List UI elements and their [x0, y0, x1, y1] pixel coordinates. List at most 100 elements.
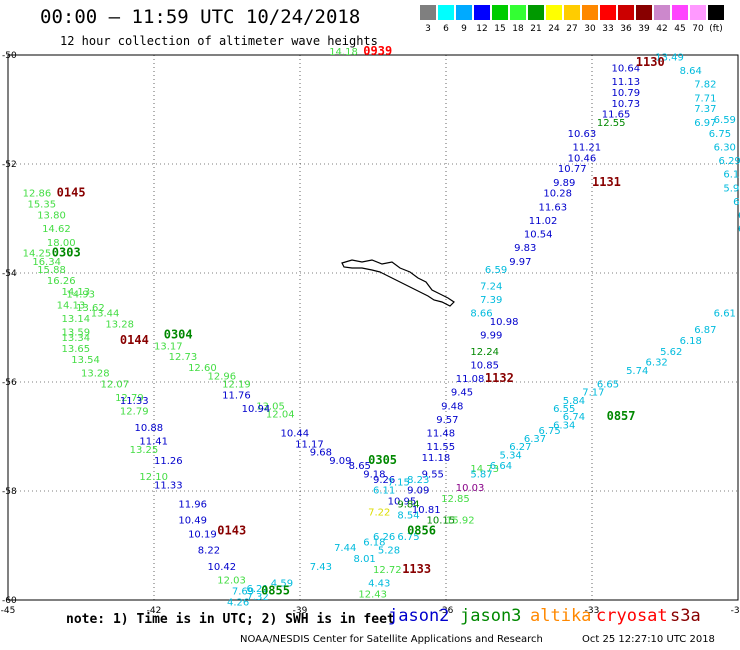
colorbar-label: 36: [620, 24, 632, 34]
credit-line: NOAA/NESDIS Center for Satellite Applica…: [240, 634, 543, 645]
wave-height-label: 12.43: [358, 589, 387, 600]
colorbar-swatch: [690, 5, 706, 20]
wave-height-label: 6.26: [373, 532, 395, 543]
map-frame: [7, 54, 739, 601]
wave-height-label: 13.34: [62, 333, 91, 344]
wave-height-label: 6.61: [714, 309, 736, 320]
wave-height-label: 10.46: [568, 153, 597, 164]
wave-height-label: 9.57: [436, 415, 458, 426]
wave-height-label: 10.49: [178, 516, 207, 527]
wave-height-label: 13.59: [62, 328, 91, 339]
wave-height-label: 12.24: [470, 347, 499, 358]
wave-height-label: 14.13: [57, 300, 86, 311]
wave-height-label: 13.44: [91, 309, 120, 320]
wave-height-label: 5.28: [378, 546, 400, 557]
longitude-tick-label: -39: [293, 606, 308, 616]
wave-height-label: 9.09: [407, 486, 429, 497]
wave-height-label: 8.54: [397, 510, 419, 521]
colorbar-label: 45: [674, 24, 686, 34]
wave-height-label: 6.59: [714, 115, 736, 126]
wave-height-label: 6.75: [397, 532, 419, 543]
wave-height-label: 6.97: [694, 118, 716, 129]
wave-height-label: 6.32: [646, 358, 668, 369]
pass-time-label: 0857: [607, 409, 636, 423]
pass-time-label: 0939: [363, 44, 392, 58]
colorbar-swatch: [582, 5, 598, 20]
wave-height-label: 10.95: [388, 497, 417, 508]
wave-height-label: 6.18: [723, 170, 740, 181]
wave-height-label: 5.87: [470, 469, 492, 480]
colorbar-swatch: [438, 5, 454, 20]
wave-height-label: 13.62: [76, 303, 105, 314]
wave-height-label: 9.48: [441, 401, 463, 412]
wave-height-label: 11.33: [120, 396, 149, 407]
wave-height-label: 13.80: [37, 211, 66, 222]
legend-item-jason2: jason2: [388, 606, 450, 626]
wave-height-label: 14.18: [329, 47, 358, 58]
pass-time-label: 0305: [368, 453, 397, 467]
latitude-tick-label: -58: [2, 487, 17, 497]
colorbar-swatch: [618, 5, 634, 20]
wave-height-label: 12.03: [217, 576, 246, 587]
pass-time-label: 0304: [164, 327, 193, 341]
colorbar-label: 24: [548, 24, 560, 34]
wave-height-label: 7.15: [388, 478, 410, 489]
colorbar-swatch: [528, 5, 544, 20]
colorbar-label: 70: [692, 24, 704, 34]
wave-height-label: 11.13: [611, 77, 640, 88]
colorbar-swatch: [546, 5, 562, 20]
wave-height-label: 14.93: [66, 290, 95, 301]
wave-height-label: 11.63: [538, 202, 567, 213]
longitude-tick-label: -33: [585, 606, 600, 616]
wave-height-label: 6.34: [733, 197, 740, 208]
wave-height-label: 6.29: [719, 156, 740, 167]
wave-height-label: 4.26: [227, 597, 249, 608]
generated-timestamp: Oct 25 12:27:10 UTC 2018: [582, 634, 715, 645]
wave-height-label: 6.37: [524, 434, 546, 445]
latitude-tick-label: -52: [2, 160, 17, 170]
wave-height-label: 9.68: [310, 448, 332, 459]
wave-height-label: 6.75: [709, 129, 731, 140]
wave-height-label: 7.24: [480, 281, 502, 292]
wave-height-label: 10.94: [242, 404, 271, 415]
wave-height-label: 6.74: [563, 412, 585, 423]
pass-time-label: 0855: [261, 584, 290, 598]
wave-height-label: 16.34: [32, 257, 61, 268]
wave-height-label: 10.19: [188, 529, 217, 540]
wave-height-label: 6.18: [363, 538, 385, 549]
wave-height-label: 9.55: [422, 469, 444, 480]
wave-height-label: 7.71: [694, 93, 716, 104]
wave-height-label: 7.82: [694, 80, 716, 91]
wave-height-label: 6.55: [553, 404, 575, 415]
wave-height-label: 12.60: [188, 363, 217, 374]
wave-height-label: 12.96: [208, 371, 237, 382]
wave-height-label: 10.42: [208, 562, 237, 573]
wave-height-label: 8.66: [470, 309, 492, 320]
pass-time-label: 1131: [592, 175, 621, 189]
wave-height-label: 14.25: [23, 249, 52, 260]
pass-time-label: 1130: [636, 55, 665, 69]
wave-height-label: 4.59: [271, 578, 293, 589]
wave-height-label: 10.64: [611, 63, 640, 74]
wave-height-label: 5.84: [563, 396, 585, 407]
colorbar-swatch: [636, 5, 652, 20]
wave-height-label: 6.30: [714, 142, 736, 153]
wave-height-label: 8.23: [407, 475, 429, 486]
colorbar-label: 33: [602, 24, 614, 34]
wave-height-label: 12.04: [266, 409, 295, 420]
colorbar-label: 6: [443, 24, 449, 34]
wave-height-label: 9.84: [397, 499, 419, 510]
wave-height-label: 11.48: [427, 429, 456, 440]
longitude-tick-label: -42: [147, 606, 162, 616]
pass-time-label: 1133: [402, 562, 431, 576]
legend-item-jason3: jason3: [460, 606, 522, 626]
wave-height-label: 6.87: [694, 325, 716, 336]
colorbar-label: (ft): [709, 24, 723, 34]
wave-height-label: 6.11: [373, 486, 395, 497]
wave-height-label: 13.17: [154, 341, 183, 352]
wave-height-label: 6.51: [738, 211, 740, 222]
wave-height-label: 10.44: [281, 429, 310, 440]
wave-height-label: 15.88: [37, 265, 66, 276]
wave-height-label: 12.19: [222, 379, 251, 390]
wave-height-label: 16.26: [47, 276, 76, 287]
